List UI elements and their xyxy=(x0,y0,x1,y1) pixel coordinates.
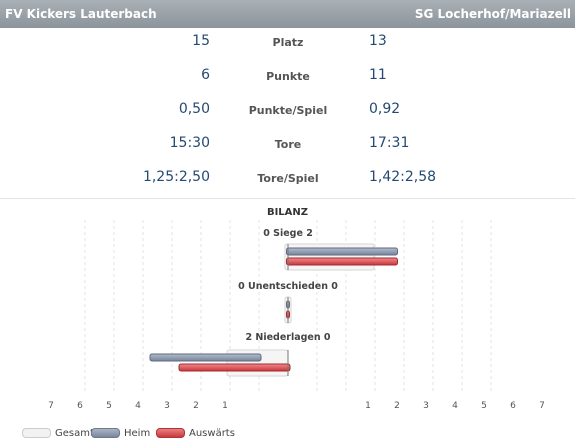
stat-label: Punkte xyxy=(266,70,310,83)
legend-item-gesamt[interactable]: Gesamt xyxy=(22,428,94,439)
stat-row-tore: 15:30 Tore 17:31 xyxy=(0,135,575,155)
legend-label: Auswärts xyxy=(189,428,235,439)
legend-label: Heim xyxy=(124,428,151,439)
match-header: FV Kickers Lauterbach SG Locherhof/Maria… xyxy=(0,0,575,28)
home-value: 6 xyxy=(201,67,210,83)
home-value: 15:30 xyxy=(169,135,210,151)
axis-tick-right: 3 xyxy=(423,401,429,411)
stat-row-punkte-spiel: 0,50 Punkte/Spiel 0,92 xyxy=(0,101,575,121)
stat-label: Platz xyxy=(272,36,304,49)
axis-tick-right: 4 xyxy=(452,401,458,411)
legend-item-heim[interactable]: Heim xyxy=(91,428,150,439)
home-value: 1,25:2,50 xyxy=(142,169,210,185)
axis-tick-left: 5 xyxy=(106,401,112,411)
away-value: 0,92 xyxy=(369,101,401,117)
legend-swatch-gesamt xyxy=(22,428,51,438)
stat-label: Tore xyxy=(274,138,302,151)
away-value: 13 xyxy=(369,33,387,49)
axis-tick-right: 2 xyxy=(394,401,400,411)
home-team-name: FV Kickers Lauterbach xyxy=(5,7,157,21)
bar-auswaerts xyxy=(286,257,398,266)
home-value: 15 xyxy=(192,33,210,49)
axis-tick-left: 7 xyxy=(48,401,54,411)
home-value: 0,50 xyxy=(178,101,210,117)
divider xyxy=(0,198,575,199)
away-team-name: SG Locherhof/Mariazell xyxy=(414,7,571,21)
legend-swatch-auswaerts xyxy=(156,428,185,438)
bilanz-chart: 7 6 5 4 3 2 1 1 2 3 4 5 6 7 0 Siege 2 0 Unentschieden 0… xyxy=(48,220,545,411)
bar-heim xyxy=(149,353,262,362)
stat-label: Punkte/Spiel xyxy=(248,104,328,117)
away-value: 1,42:2,58 xyxy=(369,169,437,185)
axis-tick-right: 7 xyxy=(539,401,545,411)
stat-label: Tore/Spiel xyxy=(257,172,319,185)
legend-swatch-heim xyxy=(91,428,120,438)
stat-row-platz: 15 Platz 13 xyxy=(0,33,575,53)
legend-item-auswaerts[interactable]: Auswärts xyxy=(156,428,235,439)
category-label: 0 Unentschieden 0 xyxy=(238,281,338,292)
legend-label: Gesamt xyxy=(55,428,94,439)
axis-tick-left: 4 xyxy=(135,401,141,411)
axis-tick-right: 6 xyxy=(510,401,516,411)
bilanz-title: BILANZ xyxy=(266,207,309,218)
stat-row-tore-spiel: 1,25:2,50 Tore/Spiel 1,42:2,58 xyxy=(0,169,575,189)
away-value: 11 xyxy=(369,67,387,83)
category-label: 2 Niederlagen 0 xyxy=(245,332,330,343)
bar-heim xyxy=(286,247,398,256)
axis-tick-left: 6 xyxy=(77,401,83,411)
axis-tick-left: 3 xyxy=(164,401,170,411)
axis-tick-right: 1 xyxy=(365,401,371,411)
axis-tick-left: 1 xyxy=(222,401,228,411)
axis-tick-right: 5 xyxy=(481,401,487,411)
bar-auswaerts xyxy=(178,363,291,372)
stat-row-punkte: 6 Punkte 11 xyxy=(0,67,575,87)
category-label: 0 Siege 2 xyxy=(263,228,313,239)
axis-tick-left: 2 xyxy=(193,401,199,411)
away-value: 17:31 xyxy=(369,135,410,151)
